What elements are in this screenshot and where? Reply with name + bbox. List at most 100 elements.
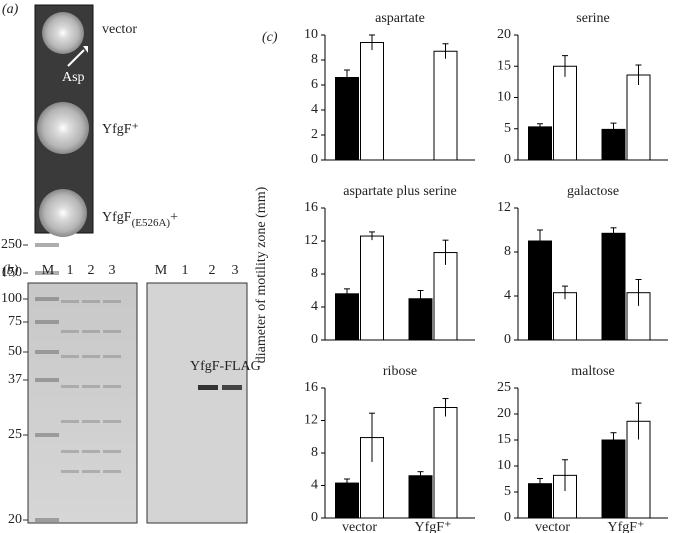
y-tick-label: 0 xyxy=(311,332,318,347)
gel-band xyxy=(61,330,79,333)
gel-band xyxy=(82,450,100,453)
y-tick-label: 2 xyxy=(311,127,318,142)
ladder-label: 150 xyxy=(1,265,22,280)
panel-label: (b) xyxy=(2,263,19,278)
plate-label: vector xyxy=(102,22,137,37)
colony xyxy=(39,189,87,237)
y-axis-label: diameter of motility zone (mm) xyxy=(254,186,269,363)
plate-label: YfgF⁺ xyxy=(102,122,139,137)
ladder-band xyxy=(35,243,59,247)
ladder-label: 37 xyxy=(8,372,22,387)
y-tick-label: 0 xyxy=(504,152,511,167)
ladder-band xyxy=(35,518,59,522)
y-tick-label: 0 xyxy=(311,510,318,525)
gel-band xyxy=(103,470,121,473)
plate-label: YfgF(E526A)+ xyxy=(102,210,178,228)
y-tick-label: 25 xyxy=(497,380,511,395)
chart-title: galactose xyxy=(567,184,619,199)
lane-label: M xyxy=(42,263,55,278)
lane-label: 1 xyxy=(67,263,74,278)
gel-band xyxy=(103,450,121,453)
chart-title: aspartate plus serine xyxy=(343,184,457,199)
panel-label: (a) xyxy=(2,2,19,17)
lane-label: 3 xyxy=(232,263,239,278)
gel-band xyxy=(82,385,100,388)
arrow-label: Asp xyxy=(62,70,85,85)
bar xyxy=(335,77,359,161)
colony xyxy=(42,12,84,54)
y-tick-label: 10 xyxy=(304,27,318,42)
y-tick-label: 15 xyxy=(497,58,511,73)
y-tick-label: 4 xyxy=(504,288,511,303)
bar xyxy=(553,65,577,161)
bar xyxy=(360,42,384,161)
ladder-band xyxy=(35,271,59,275)
chart-title: ribose xyxy=(383,364,417,379)
bar xyxy=(360,235,384,341)
ladder-label: 100 xyxy=(1,291,22,306)
ladder-band xyxy=(35,297,59,301)
band xyxy=(222,385,242,390)
chart-title: aspartate xyxy=(375,11,425,26)
y-tick-label: 20 xyxy=(497,27,511,42)
label-part: YfgF xyxy=(102,210,132,225)
ladder-band xyxy=(35,350,59,354)
ladder-band xyxy=(35,433,59,437)
bar xyxy=(626,74,651,161)
ladder-label: 250 xyxy=(1,237,22,252)
y-tick-label: 0 xyxy=(504,510,511,525)
y-tick-label: 12 xyxy=(497,200,511,215)
y-tick-label: 8 xyxy=(311,266,318,281)
lane-label: 2 xyxy=(209,263,216,278)
y-tick-label: 12 xyxy=(304,233,318,248)
y-tick-label: 5 xyxy=(504,121,511,136)
panel-label: (c) xyxy=(262,30,278,45)
band xyxy=(198,385,218,390)
gel-band xyxy=(61,300,79,303)
y-tick-label: 4 xyxy=(311,299,318,314)
y-tick-label: 5 xyxy=(504,484,511,499)
gel-band xyxy=(82,470,100,473)
y-tick-label: 20 xyxy=(497,406,511,421)
blot xyxy=(146,282,248,524)
y-tick-label: 10 xyxy=(497,90,511,105)
bar xyxy=(528,240,552,341)
bar xyxy=(433,50,458,161)
bar xyxy=(335,482,359,519)
lane-label: M xyxy=(155,263,168,278)
arrow xyxy=(67,49,85,67)
x-tick-label: vector xyxy=(535,520,570,533)
gel-band xyxy=(103,420,121,423)
gel-band xyxy=(103,300,121,303)
bar xyxy=(433,252,458,341)
y-tick-label: 15 xyxy=(497,432,511,447)
bar xyxy=(553,292,577,341)
x-tick-label: YfgF⁺ xyxy=(415,520,452,533)
ladder-label: 75 xyxy=(8,314,22,329)
y-tick-label: 0 xyxy=(311,152,318,167)
ladder-label: 50 xyxy=(8,344,22,359)
y-tick-label: 4 xyxy=(311,102,318,117)
gel-band xyxy=(82,355,100,358)
gel-band xyxy=(103,385,121,388)
x-tick-label: vector xyxy=(342,520,377,533)
chart-title: serine xyxy=(576,11,609,26)
y-tick-label: 0 xyxy=(504,332,511,347)
gel-band xyxy=(103,330,121,333)
band-label: YfgF-FLAG xyxy=(190,359,261,374)
y-tick-label: 4 xyxy=(311,478,318,493)
bar xyxy=(528,126,552,161)
bar xyxy=(408,475,433,519)
colony xyxy=(37,102,89,154)
label-part: + xyxy=(170,210,178,225)
y-tick-label: 8 xyxy=(311,445,318,460)
ladder-band xyxy=(35,320,59,324)
bar xyxy=(335,293,359,341)
y-tick-label: 6 xyxy=(311,77,318,92)
gel-band xyxy=(61,385,79,388)
y-tick-label: 8 xyxy=(311,52,318,67)
gel-band xyxy=(82,330,100,333)
lane-label: 3 xyxy=(109,263,116,278)
lane-label: 1 xyxy=(182,263,189,278)
